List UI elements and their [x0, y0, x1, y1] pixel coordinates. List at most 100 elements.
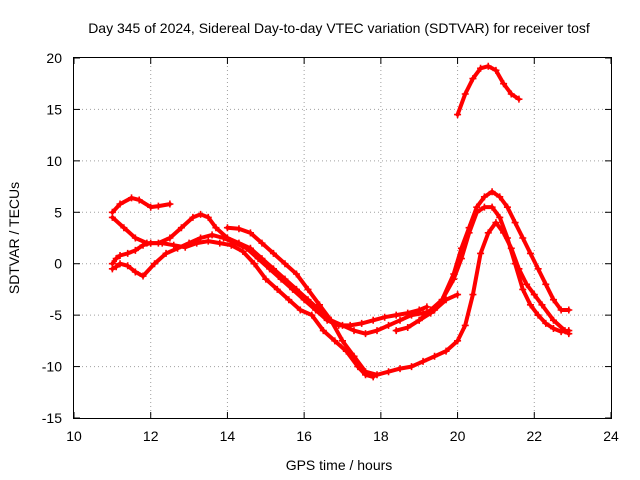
- data-point: [339, 337, 346, 345]
- data-point: [358, 319, 366, 327]
- y-tick-label: 0: [54, 256, 62, 272]
- data-point: [281, 260, 289, 268]
- data-point: [362, 330, 370, 338]
- data-point: [258, 239, 266, 247]
- data-point: [373, 371, 381, 379]
- data-point: [177, 224, 185, 232]
- data-point: [542, 319, 550, 327]
- data-point: [108, 265, 116, 273]
- data-point: [112, 263, 120, 271]
- data-point: [480, 193, 488, 201]
- x-tick-label: 14: [220, 428, 236, 444]
- data-point: [151, 260, 159, 268]
- data-point: [461, 321, 469, 329]
- data-point: [197, 234, 205, 242]
- data-point: [147, 203, 155, 211]
- data-point: [496, 193, 504, 201]
- data-point: [246, 244, 254, 252]
- data-point: [500, 80, 508, 88]
- data-point: [166, 234, 174, 242]
- data-point: [454, 111, 462, 119]
- data-point: [124, 249, 132, 257]
- data-point: [565, 306, 573, 314]
- data-point: [208, 231, 216, 239]
- data-point: [327, 316, 335, 324]
- data-point: [404, 323, 412, 331]
- data-point: [369, 316, 377, 324]
- data-point: [143, 239, 151, 247]
- data-point: [503, 203, 511, 211]
- data-point: [373, 327, 381, 335]
- data-point: [285, 296, 293, 304]
- data-point: [212, 224, 220, 232]
- data-point: [465, 224, 473, 232]
- data-point: [315, 301, 323, 309]
- data-point: [542, 280, 550, 288]
- data-point: [454, 337, 462, 345]
- x-axis-title: GPS time / hours: [286, 457, 393, 473]
- data-point: [185, 239, 193, 247]
- data-point: [492, 219, 500, 227]
- data-point: [128, 194, 136, 202]
- data-point: [216, 239, 224, 247]
- data-point: [273, 285, 281, 293]
- data-point: [235, 239, 243, 247]
- data-point: [396, 365, 404, 373]
- data-point: [523, 280, 531, 288]
- ticks: 10 12 14 16 18 20 22 24 -15 -10 -5 0 5 10 15 20: [42, 50, 619, 444]
- data-point: [162, 249, 170, 257]
- data-point: [112, 255, 120, 263]
- data-point: [154, 239, 162, 247]
- series-arc-3: [108, 231, 431, 329]
- x-tick-label: 20: [450, 428, 466, 444]
- data-point: [484, 62, 492, 70]
- data-point: [519, 285, 527, 293]
- data-point: [515, 95, 523, 103]
- plot-frame: [73, 57, 612, 419]
- x-tick-label: 24: [603, 428, 619, 444]
- data-point: [235, 225, 243, 233]
- y-tick-label: -15: [42, 410, 62, 426]
- data-point: [339, 321, 346, 329]
- data-point: [469, 75, 477, 83]
- data-point: [239, 247, 247, 255]
- data-point: [189, 213, 197, 221]
- data-point: [408, 311, 416, 319]
- data-point: [496, 213, 504, 221]
- y-tick-label: 10: [46, 153, 62, 169]
- series-arc-7: [415, 188, 573, 324]
- data-point: [477, 249, 485, 257]
- data-point: [565, 327, 573, 335]
- data-point: [350, 352, 358, 360]
- data-point: [197, 210, 205, 218]
- data-point: [269, 265, 277, 273]
- y-tick-label: 20: [46, 50, 62, 66]
- data-point: [534, 311, 542, 319]
- data-point: [549, 316, 557, 324]
- data-point: [415, 316, 423, 324]
- data-point: [262, 275, 270, 283]
- data-point: [511, 219, 519, 227]
- data-point: [442, 347, 450, 355]
- series-group: [108, 62, 573, 381]
- data-point: [530, 291, 538, 299]
- data-point: [396, 316, 404, 324]
- data-point: [454, 291, 462, 299]
- data-point: [385, 368, 393, 376]
- data-point: [480, 203, 488, 211]
- data-point: [296, 306, 304, 314]
- data-point: [131, 246, 139, 254]
- x-tick-label: 10: [66, 428, 82, 444]
- series-arc-1: [108, 194, 174, 216]
- data-point: [431, 352, 439, 360]
- y-tick-label: -5: [50, 307, 63, 323]
- data-point: [492, 66, 500, 74]
- data-point: [281, 275, 289, 283]
- data-point: [292, 270, 300, 278]
- data-point: [154, 202, 162, 210]
- series-arc-4: [108, 210, 462, 338]
- data-point: [170, 241, 178, 249]
- data-point: [549, 325, 557, 333]
